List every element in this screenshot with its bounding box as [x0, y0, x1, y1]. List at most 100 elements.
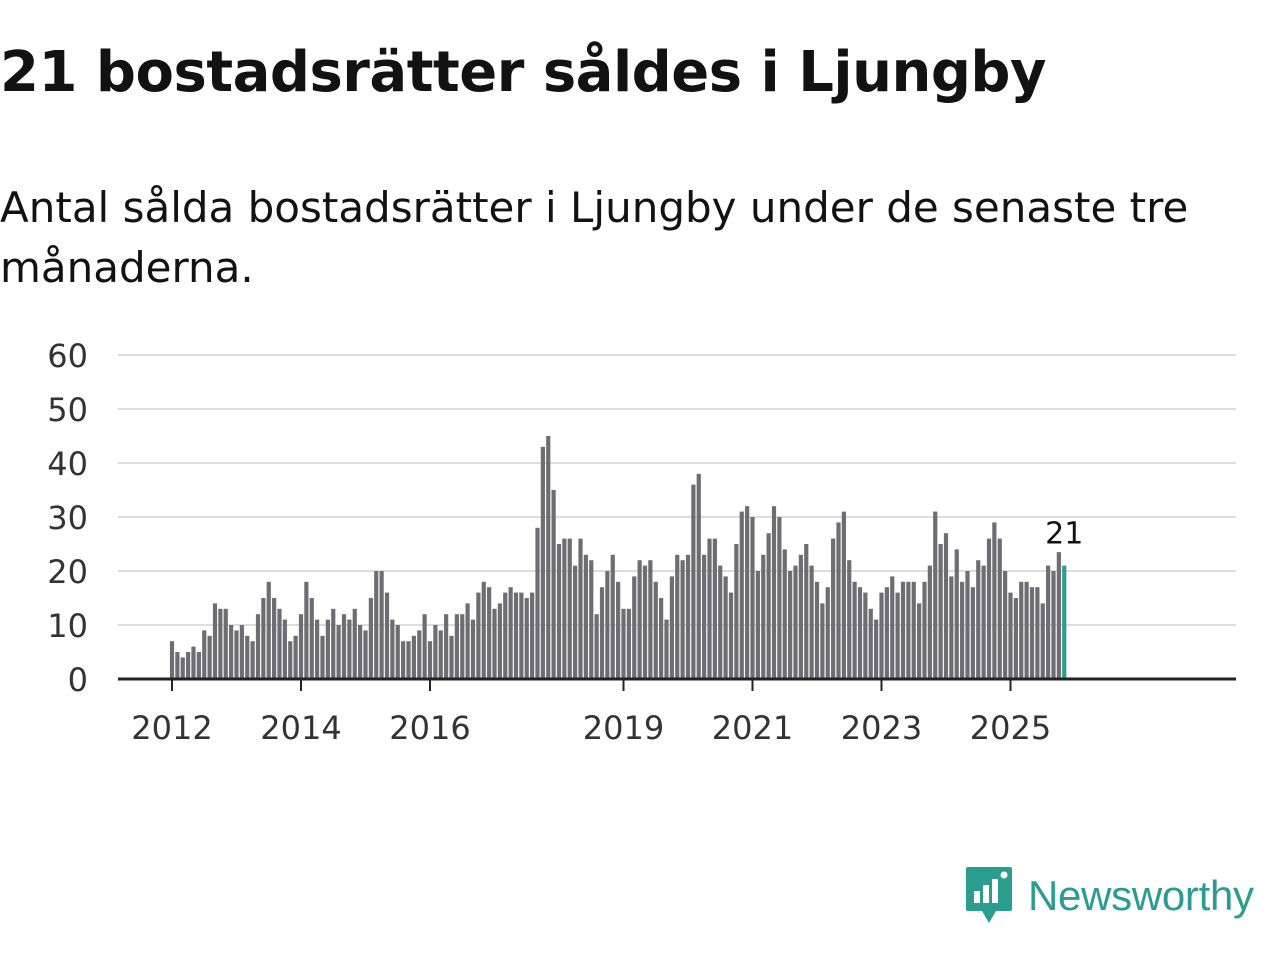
- bar: [524, 598, 529, 679]
- bar: [642, 565, 648, 679]
- bar: [465, 603, 470, 679]
- bar: [943, 533, 949, 679]
- bar: [358, 625, 363, 679]
- annotation: 21: [1045, 517, 1083, 552]
- bar: [761, 554, 766, 679]
- bar: [277, 608, 282, 679]
- bar: [186, 652, 191, 679]
- bar: [836, 522, 841, 679]
- bar: [1003, 571, 1008, 679]
- bar-latest: [1062, 565, 1067, 679]
- y-tick-label: 40: [47, 445, 88, 483]
- bar: [298, 614, 304, 679]
- bar: [438, 630, 443, 679]
- bar: [863, 592, 868, 679]
- bar: [1019, 581, 1024, 679]
- bar: [766, 533, 771, 679]
- bar: [401, 641, 406, 679]
- bar: [675, 554, 680, 679]
- bar: [707, 538, 712, 679]
- bar: [1008, 592, 1013, 679]
- bar: [616, 581, 621, 679]
- bar: [395, 625, 400, 679]
- bar: [831, 538, 836, 679]
- bar: [503, 592, 508, 679]
- bar: [315, 619, 320, 679]
- bar: [1035, 587, 1040, 679]
- bar: [702, 554, 707, 679]
- bar: [229, 625, 234, 679]
- x-tick-label: 2019: [583, 709, 664, 747]
- bar: [508, 587, 513, 679]
- page-title: 21 bostadsrätter såldes i Ljungby: [0, 40, 1047, 105]
- bar: [949, 576, 954, 679]
- bar: [809, 565, 814, 679]
- bar: [691, 484, 696, 679]
- x-tick-label: 2025: [970, 709, 1051, 747]
- bar: [777, 517, 782, 679]
- bar: [390, 619, 395, 679]
- bar: [202, 630, 207, 679]
- bar: [917, 603, 922, 679]
- bar: [1040, 603, 1045, 679]
- bar: [804, 544, 809, 679]
- bar: [368, 598, 373, 679]
- bar: [379, 571, 384, 679]
- bar: [922, 581, 927, 679]
- bar: [255, 614, 261, 679]
- x-tick-label: 2021: [712, 709, 793, 747]
- bar: [723, 576, 728, 679]
- bar: [1029, 587, 1035, 679]
- bar: [798, 554, 803, 679]
- bar: [992, 522, 997, 679]
- bar: [196, 652, 201, 679]
- bar: [562, 538, 567, 679]
- bar: [814, 581, 820, 679]
- bar: [347, 619, 352, 679]
- bar: [927, 565, 932, 679]
- bar: [884, 587, 889, 679]
- bar: [653, 581, 658, 679]
- bar: [352, 608, 357, 679]
- bar: [530, 592, 535, 679]
- x-tick-label: 2012: [131, 709, 212, 747]
- bar: [245, 635, 250, 679]
- bar: [976, 560, 981, 679]
- bar: [728, 592, 734, 679]
- bar: [986, 538, 992, 679]
- bar: [573, 565, 578, 679]
- bar: [782, 549, 787, 679]
- bar: [911, 581, 916, 679]
- bar: [449, 635, 454, 679]
- bar: [906, 581, 911, 679]
- bar: [191, 646, 196, 679]
- bar: [594, 614, 599, 679]
- bar: [454, 614, 459, 679]
- bar: [680, 560, 685, 679]
- bar: [325, 619, 330, 679]
- bar: [212, 603, 218, 679]
- bar: [669, 576, 674, 679]
- y-tick-label: 10: [47, 607, 88, 645]
- bar: [470, 619, 476, 679]
- bar: [250, 641, 255, 679]
- bar: [266, 581, 271, 679]
- bar: [1056, 552, 1061, 679]
- bar: [938, 544, 943, 679]
- bar: [1024, 581, 1029, 679]
- bar: [659, 598, 664, 679]
- bar: [1046, 565, 1051, 679]
- brand: Newsworthy: [964, 864, 1254, 928]
- bar: [621, 608, 626, 679]
- bar: [272, 598, 277, 679]
- bar: [476, 592, 481, 679]
- brand-name: Newsworthy: [1028, 872, 1254, 919]
- bar: [664, 619, 669, 679]
- bar: [890, 576, 895, 679]
- bar: [234, 630, 239, 679]
- bar: [712, 538, 717, 679]
- bar: [965, 571, 970, 679]
- bar: [497, 603, 502, 679]
- bars: [169, 436, 1067, 679]
